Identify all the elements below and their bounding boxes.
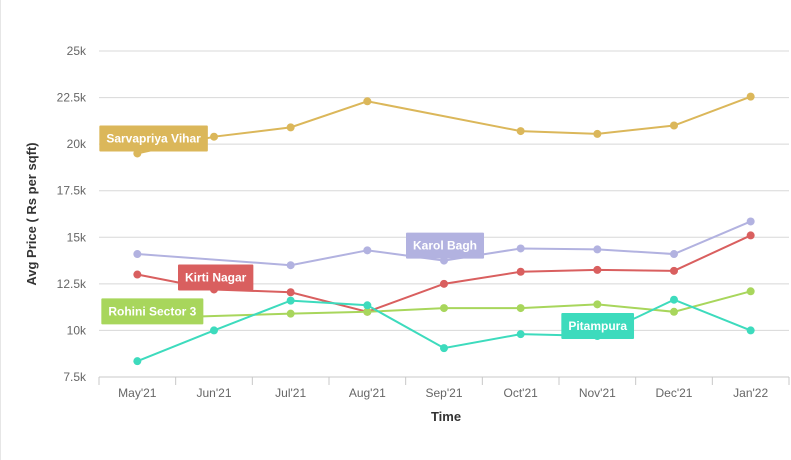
y-axis-ticks: 7.5k 10k 12.5k 15k 17.5k 20k 22.5k 25k <box>57 44 87 384</box>
series-tag-text: Rohini Sector 3 <box>108 304 196 318</box>
data-point[interactable] <box>440 256 448 265</box>
data-point[interactable] <box>286 261 295 270</box>
data-point[interactable] <box>670 295 678 304</box>
series-tag-text: Pitampura <box>568 319 627 333</box>
data-point[interactable] <box>440 279 448 288</box>
data-point[interactable] <box>363 307 372 316</box>
series-line <box>137 290 751 320</box>
data-point[interactable] <box>286 288 295 297</box>
x-tick-label: Dec'21 <box>656 386 693 400</box>
data-point[interactable] <box>286 123 295 132</box>
series-tag-background <box>101 298 204 325</box>
data-point[interactable] <box>593 245 602 254</box>
series-tag-kirti-nagar: Kirti Nagar <box>178 264 254 291</box>
data-point[interactable] <box>516 127 525 136</box>
series-labels: Sarvapriya Vihar Karol Bagh Kirti Nagar Roh… <box>99 125 635 340</box>
y-tick-label: 22.5k <box>57 91 87 105</box>
data-point[interactable] <box>746 287 755 296</box>
series-tag-karol-bagh: Karol Bagh <box>406 232 485 259</box>
y-tick-label: 12.5k <box>57 277 87 291</box>
data-point[interactable] <box>133 250 142 259</box>
x-tick-label: May'21 <box>118 386 157 400</box>
data-point[interactable] <box>670 250 678 259</box>
x-tick-label: Oct'21 <box>504 386 539 400</box>
series-sarvapriya-vihar <box>133 92 755 158</box>
data-point[interactable] <box>593 265 602 274</box>
data-point[interactable] <box>746 92 755 101</box>
y-tick-label: 10k <box>67 323 87 337</box>
x-tick-label: Aug'21 <box>349 386 386 400</box>
series-tag-text: Sarvapriya Vihar <box>106 131 201 145</box>
gridlines <box>99 50 789 378</box>
data-point[interactable] <box>210 132 218 141</box>
data-point[interactable] <box>363 301 372 310</box>
series-tag-sarvapriya-vihar: Sarvapriya Vihar <box>99 125 208 152</box>
series-rohini-sector-3 <box>133 287 755 323</box>
data-point[interactable] <box>593 129 602 138</box>
x-tick-label: Sep'21 <box>426 386 463 400</box>
data-point[interactable] <box>363 97 372 106</box>
series-tag-background <box>99 125 208 152</box>
y-axis-title: Avg Price ( Rs per sqft) <box>24 142 39 285</box>
series-tag-text: Karol Bagh <box>413 239 477 253</box>
data-point[interactable] <box>516 330 525 339</box>
series-tag-pitampura: Pitampura <box>561 313 635 340</box>
x-axis-title: Time <box>431 409 461 424</box>
data-point[interactable] <box>670 266 678 275</box>
data-point[interactable] <box>746 326 755 335</box>
data-point[interactable] <box>133 357 142 366</box>
series-tag-rohini-sector-3: Rohini Sector 3 <box>101 298 204 325</box>
series-line <box>137 95 752 155</box>
data-point[interactable] <box>670 121 678 130</box>
data-point[interactable] <box>133 270 142 279</box>
y-tick-label: 17.5k <box>57 184 87 198</box>
y-tick-label: 7.5k <box>63 370 87 384</box>
series-tag-background <box>178 264 254 291</box>
x-tick-label: Nov'21 <box>579 386 616 400</box>
x-tick-label: Jun'21 <box>197 386 232 400</box>
series-tag-background <box>406 232 485 259</box>
x-axis: May'21 Jun'21 Jul'21 Aug'21 Sep'21 Oct'21 Nov'… <box>98 376 790 400</box>
series-tag-background <box>561 313 635 340</box>
data-point[interactable] <box>516 244 525 253</box>
data-point[interactable] <box>210 326 218 335</box>
x-tick-label: Jul'21 <box>275 386 306 400</box>
x-tick-label: Jan'22 <box>733 386 768 400</box>
y-tick-label: 20k <box>67 137 87 151</box>
data-point[interactable] <box>440 344 448 353</box>
y-tick-label: 15k <box>67 230 87 244</box>
series-tag-text: Kirti Nagar <box>185 270 247 284</box>
data-point[interactable] <box>746 217 755 226</box>
data-point[interactable] <box>593 300 602 309</box>
data-point[interactable] <box>286 296 295 305</box>
data-point[interactable] <box>670 307 678 316</box>
data-point[interactable] <box>746 231 755 240</box>
data-point[interactable] <box>516 267 525 276</box>
data-point[interactable] <box>286 309 295 318</box>
data-point[interactable] <box>363 246 372 255</box>
data-point[interactable] <box>440 304 448 313</box>
data-point[interactable] <box>516 304 525 313</box>
series-lines <box>133 92 755 366</box>
y-tick-label: 25k <box>67 44 87 58</box>
